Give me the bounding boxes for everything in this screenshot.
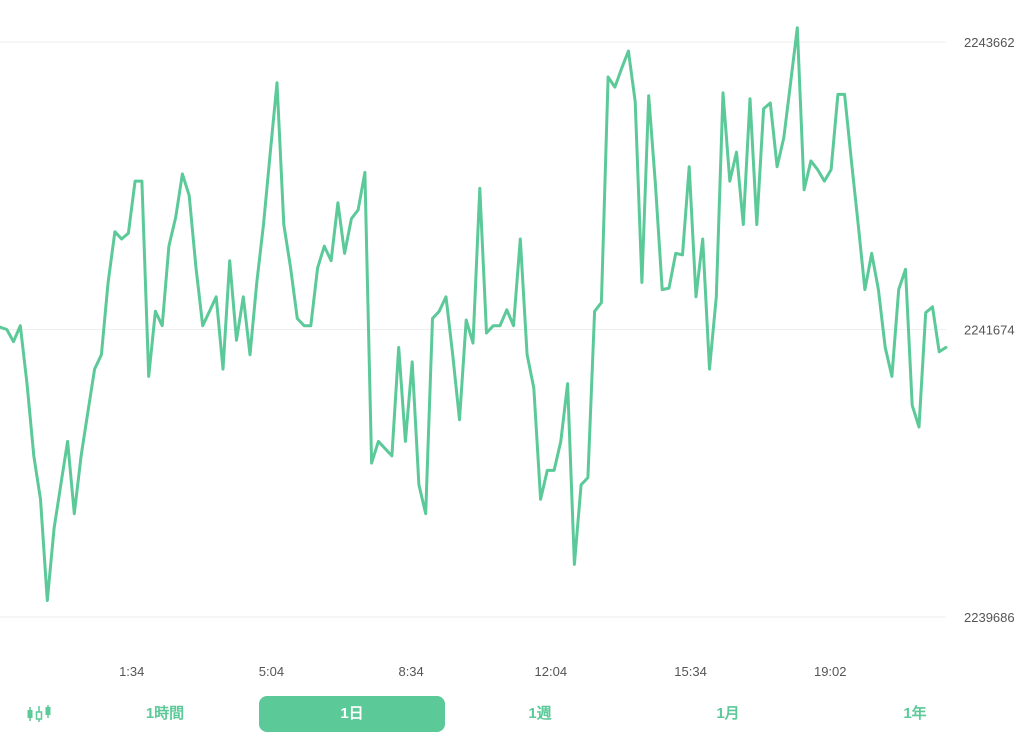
tab-1y[interactable]: 1年 xyxy=(903,705,927,722)
price-line xyxy=(0,26,948,602)
y-tick-label: 2241674 xyxy=(964,323,1015,338)
tab-1h[interactable]: 1時間 xyxy=(145,705,185,722)
y-axis-ticks: 2243662 2241674 2239686 xyxy=(964,35,1015,625)
x-tick-label: 12:04 xyxy=(535,664,568,679)
candlestick-chart-icon[interactable] xyxy=(26,704,52,724)
x-tick-label: 15:34 xyxy=(674,664,707,679)
y-tick-label: 2239686 xyxy=(964,610,1015,625)
x-tick-label: 5:04 xyxy=(259,664,284,679)
y-tick-label: 2243662 xyxy=(964,35,1015,50)
tab-1m[interactable]: 1月 xyxy=(716,705,740,722)
timeframe-tabbar: 1時間 1日 1週 1月 1年 xyxy=(0,696,1024,732)
x-axis-ticks: 1:34 5:04 8:34 12:04 15:34 19:02 xyxy=(119,664,846,679)
x-tick-label: 1:34 xyxy=(119,664,144,679)
tab-1w[interactable]: 1週 xyxy=(528,705,552,722)
tab-1d[interactable]: 1日 xyxy=(259,696,445,732)
x-tick-label: 19:02 xyxy=(814,664,847,679)
x-tick-label: 8:34 xyxy=(398,664,423,679)
